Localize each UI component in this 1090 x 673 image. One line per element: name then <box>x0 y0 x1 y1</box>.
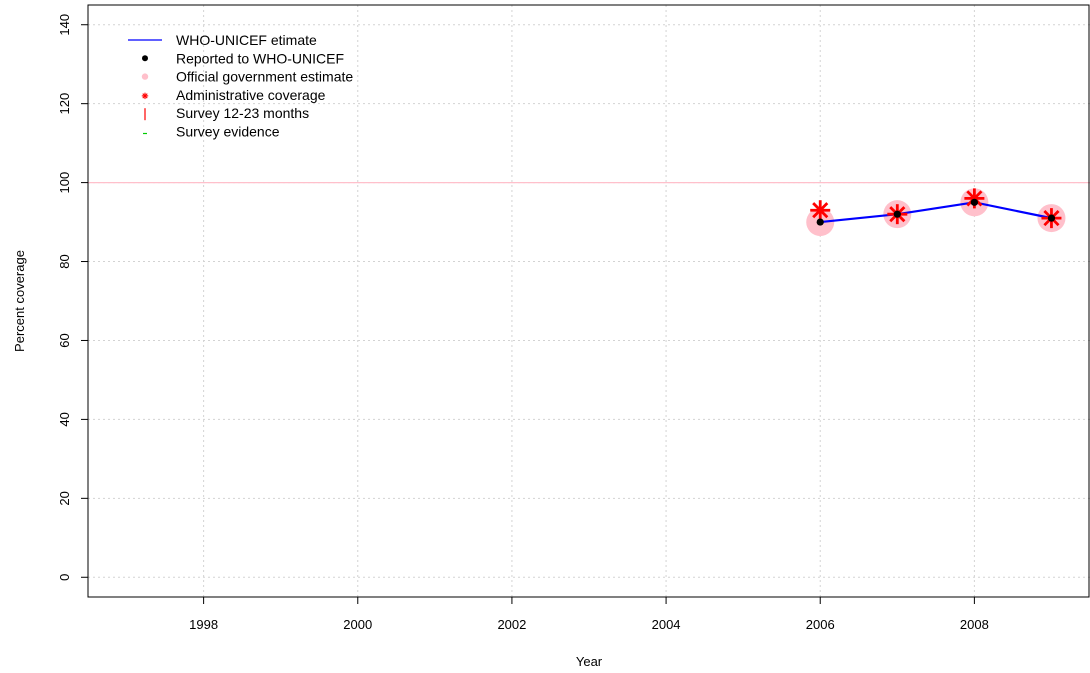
legend-circle-swatch <box>141 73 149 80</box>
y-tick-label: 60 <box>57 333 72 347</box>
x-axis-label: Year <box>576 654 603 669</box>
x-tick-label: 1998 <box>189 617 218 632</box>
legend-label: WHO-UNICEF etimate <box>176 32 317 48</box>
reported-point <box>1047 214 1056 222</box>
x-axis: 1998 2000 2002 2004 2006 2008 <box>189 597 989 632</box>
legend-label: Survey 12-23 months <box>176 105 309 121</box>
legend-label: Survey evidence <box>176 124 280 140</box>
y-tick-label: 140 <box>57 14 72 36</box>
y-tick-label: 120 <box>57 93 72 115</box>
plot-frame <box>87 4 1090 598</box>
reported-point <box>816 218 824 226</box>
legend-label: Official government estimate <box>176 69 353 85</box>
legend: WHO-UNICEF etimate Reported to WHO-UNICEF… <box>128 32 353 140</box>
legend-dot-swatch <box>142 55 148 62</box>
legend-label: Administrative coverage <box>176 87 326 103</box>
admin-coverage-point <box>810 200 831 221</box>
x-tick-label: 2002 <box>497 617 526 632</box>
x-tick-label: 2006 <box>806 617 835 632</box>
legend-asterisk-swatch <box>141 92 149 100</box>
asterisk-stroke <box>142 93 148 99</box>
y-tick-label: 80 <box>57 254 72 268</box>
y-tick-label: 40 <box>57 412 72 426</box>
who-unicef-line <box>820 201 1052 224</box>
y-axis-label: Percent coverage <box>12 250 27 352</box>
x-tick-label: 2008 <box>960 617 989 632</box>
y-tick-label: 0 <box>57 574 72 581</box>
grid <box>88 5 1090 597</box>
data-marks <box>806 188 1066 237</box>
x-tick-label: 2004 <box>652 617 681 632</box>
y-axis: 0 20 40 60 80 100 120 140 <box>57 14 88 581</box>
asterisk-stroke <box>966 190 983 207</box>
y-tick-label: 20 <box>57 491 72 505</box>
x-tick-label: 2000 <box>343 617 372 632</box>
reported-point <box>893 210 901 218</box>
asterisk-stroke <box>812 202 829 219</box>
reported-point <box>970 198 978 206</box>
y-tick-label: 100 <box>57 172 72 194</box>
legend-label: Reported to WHO-UNICEF <box>176 50 344 66</box>
